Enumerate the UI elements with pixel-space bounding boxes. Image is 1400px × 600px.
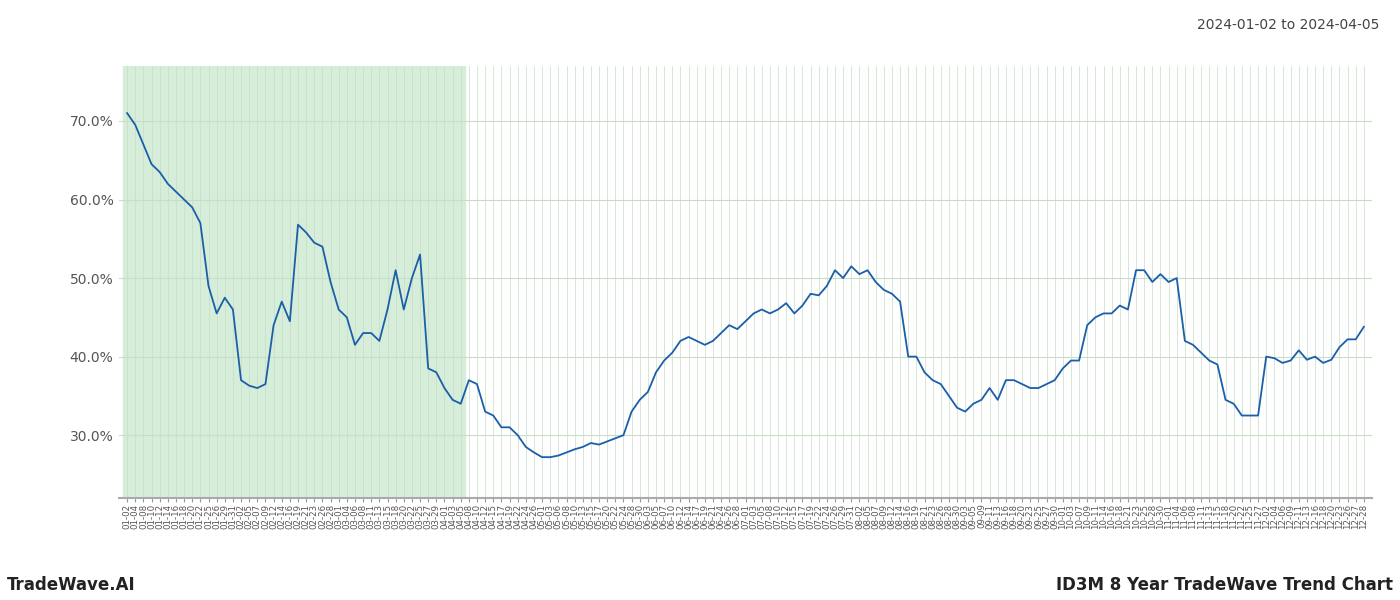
Bar (123, 66, 465, 498)
Text: TradeWave.AI: TradeWave.AI (7, 576, 136, 594)
Text: 2024-01-02 to 2024-04-05: 2024-01-02 to 2024-04-05 (1197, 18, 1379, 32)
Text: ID3M 8 Year TradeWave Trend Chart: ID3M 8 Year TradeWave Trend Chart (1056, 576, 1393, 594)
